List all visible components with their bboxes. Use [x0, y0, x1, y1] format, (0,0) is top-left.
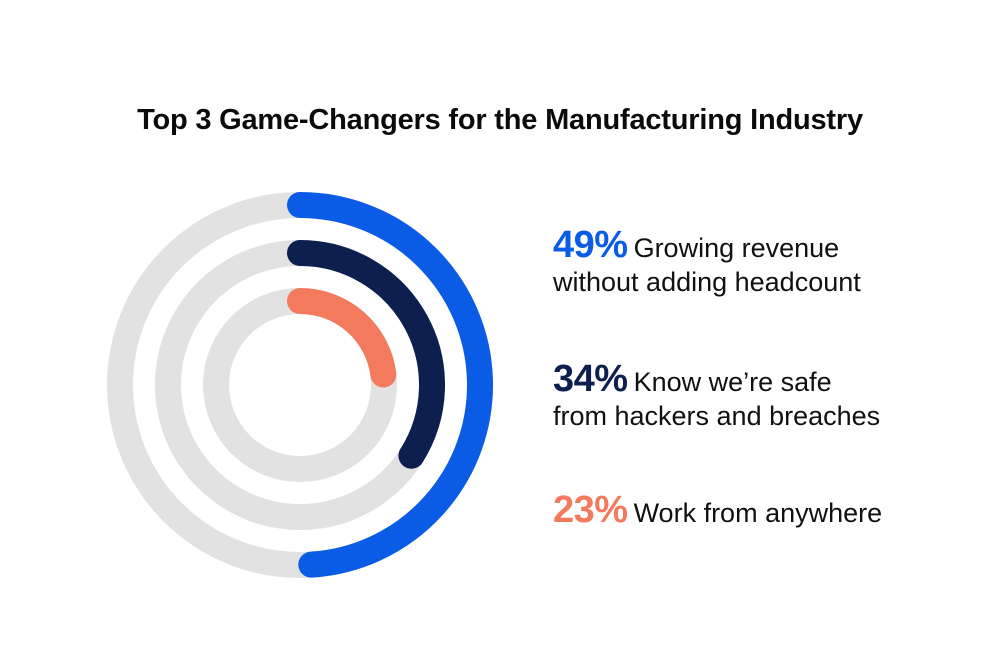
ring-remote-arc: [287, 288, 397, 388]
legend-label: Work from anywhere: [633, 498, 883, 528]
legend-percent: 49%: [553, 224, 628, 266]
legend-item-revenue: 49% Growing revenue without adding headco…: [553, 226, 993, 299]
legend-label: Growing revenue without adding headcount: [553, 233, 861, 297]
legend-item-remote: 23% Work from anywhere: [553, 491, 993, 530]
legend-label: Know we’re safe from hackers and breache…: [553, 367, 881, 431]
legend-percent: 34%: [553, 358, 628, 400]
legend-percent: 23%: [553, 489, 628, 531]
legend-item-security: 34% Know we’re safe from hackers and brea…: [553, 360, 993, 433]
ring-security-arc: [287, 240, 445, 469]
ring-revenue-arc: [287, 192, 493, 578]
chart-title: Top 3 Game-Changers for the Manufacturin…: [137, 104, 863, 136]
